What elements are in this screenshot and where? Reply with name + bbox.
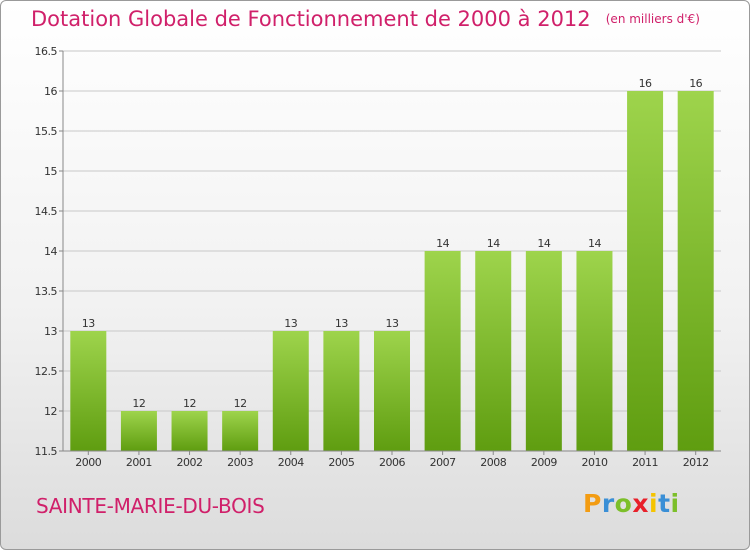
x-tick-label: 2012	[683, 456, 709, 469]
data-label: 12	[132, 397, 145, 410]
bar-2005	[323, 331, 360, 451]
data-label: 16	[639, 77, 652, 90]
logo-letter: i	[649, 489, 659, 518]
x-tick-label: 2011	[632, 456, 658, 469]
x-tick-label: 2001	[126, 456, 152, 469]
bar-2004	[272, 331, 309, 451]
data-label: 14	[588, 237, 601, 250]
x-tick-label: 2009	[531, 456, 557, 469]
data-label: 13	[82, 317, 95, 330]
bar-2007	[424, 251, 461, 451]
data-label: 13	[335, 317, 348, 330]
y-tick-label: 11.5	[35, 445, 58, 458]
logo-letter: o	[614, 489, 633, 518]
bars	[70, 91, 714, 451]
x-tick-label: 2004	[278, 456, 304, 469]
axes: 11.5 12 12.5 13 13.5 14 14.5 15 15.5 16 16.5 2000 20…	[35, 45, 721, 469]
logo-letter: P	[583, 489, 602, 518]
bar-2012	[677, 91, 714, 451]
y-tick-label: 16	[44, 85, 57, 98]
x-tick-label: 2005	[328, 456, 354, 469]
title-row: Dotation Globale de Fonctionnement de 20…	[31, 7, 700, 31]
y-tick-label: 15.5	[35, 125, 58, 138]
bar-2000	[70, 331, 107, 451]
bar-2001	[120, 411, 157, 451]
commune-name: SAINTE-MARIE-DU-BOIS	[36, 494, 265, 518]
x-tick-label: 2003	[227, 456, 253, 469]
y-tick-label: 13	[44, 325, 57, 338]
data-labels: 13 12 12 12 13 13 13 14 14 14 14 16 16	[82, 77, 703, 410]
chart-title: Dotation Globale de Fonctionnement de 20…	[31, 7, 591, 31]
x-tick-label: 2010	[581, 456, 607, 469]
y-tick-label: 12	[44, 405, 57, 418]
y-tick-label: 14.5	[35, 205, 58, 218]
y-tick-label: 12.5	[35, 365, 58, 378]
proxiti-logo: Proxiti	[583, 489, 680, 518]
x-tick-label: 2008	[480, 456, 506, 469]
data-label: 14	[436, 237, 449, 250]
bar-2009	[525, 251, 562, 451]
data-label: 14	[487, 237, 500, 250]
logo-letter: r	[601, 489, 615, 518]
bar-2010	[576, 251, 613, 451]
data-label: 12	[234, 397, 247, 410]
y-tick-label: 16.5	[35, 45, 58, 58]
data-label: 16	[689, 77, 702, 90]
data-label: 12	[183, 397, 196, 410]
x-tick-label: 2006	[379, 456, 405, 469]
data-label: 13	[284, 317, 297, 330]
x-tick-label: 2007	[430, 456, 456, 469]
logo-letter: t	[658, 489, 671, 518]
bar-2008	[475, 251, 512, 451]
data-label: 13	[386, 317, 399, 330]
bar-2006	[374, 331, 410, 451]
bar-2011	[627, 91, 664, 451]
x-tick-label: 2002	[177, 456, 203, 469]
bar-2002	[171, 411, 208, 451]
y-tick-label: 14	[44, 245, 57, 258]
logo-letter: i	[670, 489, 680, 518]
x-tick-label: 2000	[75, 456, 101, 469]
bar-2003	[222, 411, 259, 451]
data-label: 14	[537, 237, 550, 250]
chart-subtitle: (en milliers d'€)	[605, 12, 700, 26]
y-tick-label: 15	[44, 165, 57, 178]
logo-letter: x	[632, 489, 649, 518]
y-tick-label: 13.5	[35, 285, 58, 298]
